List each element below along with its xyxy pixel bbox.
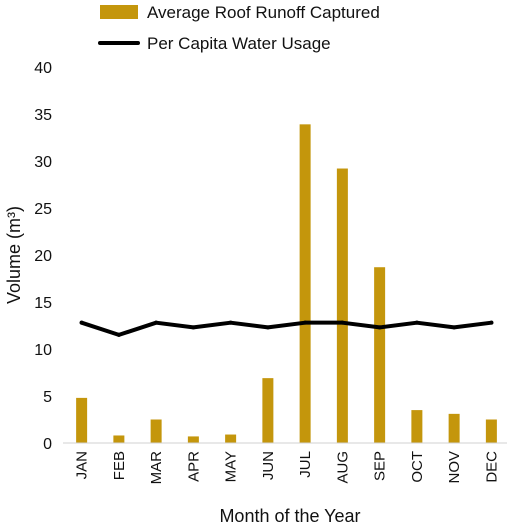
legend: Average Roof Runoff Captured Per Capita … <box>98 3 380 53</box>
usage-point-may <box>228 320 233 325</box>
bar-feb <box>113 435 125 443</box>
x-tick-label: OCT <box>409 451 426 483</box>
bar-apr <box>187 436 199 443</box>
usage-line <box>79 320 494 337</box>
y-tick-label: 35 <box>34 107 52 124</box>
bar-jul <box>299 124 311 443</box>
y-axis-title: Volume (m³) <box>4 206 24 304</box>
line-series <box>79 320 494 337</box>
legend-label-runoff: Average Roof Runoff Captured <box>147 3 380 22</box>
bar-aug <box>336 168 348 443</box>
x-tick-label: MAR <box>148 451 165 485</box>
x-tick-label: JUL <box>297 451 314 478</box>
y-axis: 0 5 10 15 20 25 30 35 40 <box>34 60 52 453</box>
usage-point-dec <box>489 320 494 325</box>
usage-point-jul <box>303 320 308 325</box>
y-tick-label: 30 <box>34 154 52 171</box>
bar-jan <box>76 397 88 443</box>
bar-may <box>225 434 237 443</box>
bar-jun <box>262 378 274 443</box>
x-tick-label: SEP <box>372 451 389 481</box>
bar-series <box>76 124 497 443</box>
x-tick-label: DEC <box>483 451 500 483</box>
x-tick-label: AUG <box>334 451 351 484</box>
bar-oct <box>411 410 423 443</box>
usage-point-aug <box>340 320 345 325</box>
y-tick-label: 25 <box>34 201 52 218</box>
bar-mar <box>150 419 162 443</box>
y-tick-label: 20 <box>34 248 52 265</box>
usage-point-jan <box>79 320 84 325</box>
usage-point-sep <box>377 325 382 330</box>
y-tick-label: 15 <box>34 295 52 312</box>
x-axis-title: Month of the Year <box>219 506 360 526</box>
legend-swatch-runoff <box>100 5 138 19</box>
legend-label-usage: Per Capita Water Usage <box>147 34 331 53</box>
usage-point-oct <box>414 320 419 325</box>
bar-dec <box>485 419 497 443</box>
y-tick-label: 0 <box>43 436 52 453</box>
x-tick-label: FEB <box>111 451 128 480</box>
usage-point-jun <box>265 325 270 330</box>
x-tick-label: JUN <box>260 451 277 480</box>
x-tick-label: JAN <box>74 451 91 479</box>
usage-point-feb <box>116 332 121 337</box>
y-tick-label: 5 <box>43 389 52 406</box>
usage-point-apr <box>191 325 196 330</box>
x-axis: JAN FEB MAR APR MAY JUN JUL AUG SEP OCT NOV DEC <box>63 442 507 485</box>
x-tick-label: MAY <box>223 451 240 482</box>
y-tick-label: 10 <box>34 342 52 359</box>
usage-point-mar <box>154 320 159 325</box>
x-tick-label: NOV <box>446 451 463 484</box>
bar-nov <box>448 413 460 443</box>
usage-point-nov <box>452 325 457 330</box>
y-tick-label: 40 <box>34 60 52 77</box>
bar-sep <box>374 267 386 443</box>
x-tick-label: APR <box>185 451 202 482</box>
